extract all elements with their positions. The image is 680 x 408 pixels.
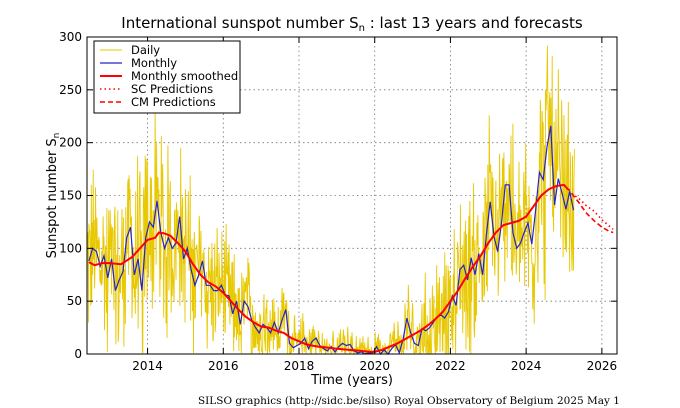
legend-label-smoothed: Monthly smoothed (131, 69, 238, 83)
x-tick-label: 2026 (587, 359, 618, 373)
x-axis-label: Time (years) (310, 373, 393, 388)
footer-credit: SILSO graphics (http://sidc.be/silso) Ro… (198, 395, 620, 407)
y-tick-label: 0 (74, 347, 82, 361)
y-tick-label: 100 (59, 241, 82, 255)
y-tick-label: 250 (59, 83, 82, 97)
x-tick-label: 2020 (359, 359, 390, 373)
chart-title-rest: : last 13 years and forecasts (365, 14, 583, 32)
y-tick-label: 300 (59, 30, 82, 44)
axis-ticks: 2014 2016 2018 2020 2022 2024 2026 0 50 100 150 200… (59, 30, 617, 373)
chart-title: International sunspot number Sn : last 1… (121, 14, 583, 34)
y-tick-label: 50 (67, 294, 82, 308)
y-tick-label: 200 (59, 136, 82, 150)
legend-label-monthly: Monthly (131, 56, 177, 70)
daily-line (86, 45, 575, 356)
cm-prediction-line (570, 192, 614, 234)
x-tick-label: 2018 (284, 359, 315, 373)
y-tick-label: 150 (59, 189, 82, 203)
legend-label-daily: Daily (131, 43, 160, 57)
x-tick-label: 2014 (132, 359, 163, 373)
x-tick-label: 2024 (511, 359, 542, 373)
y-axis-label-sub: n (52, 133, 62, 139)
monthly-series (88, 125, 575, 356)
chart-title-sub: n (359, 23, 365, 34)
prediction-series (570, 192, 614, 234)
smoothed-series (88, 183, 571, 353)
legend-label-cm: CM Predictions (131, 95, 216, 109)
daily-series (86, 45, 575, 356)
x-tick-label: 2016 (208, 359, 239, 373)
x-tick-label: 2022 (435, 359, 466, 373)
smoothed-line (88, 183, 571, 353)
chart-title-main: International sunspot number S (121, 14, 358, 32)
monthly-line (88, 125, 575, 356)
y-axis-label: Sunspot number Sn (45, 133, 62, 259)
y-axis-label-main: Sunspot number S (45, 138, 60, 258)
sc-prediction-line (571, 192, 614, 230)
legend-label-sc: SC Predictions (131, 82, 213, 96)
